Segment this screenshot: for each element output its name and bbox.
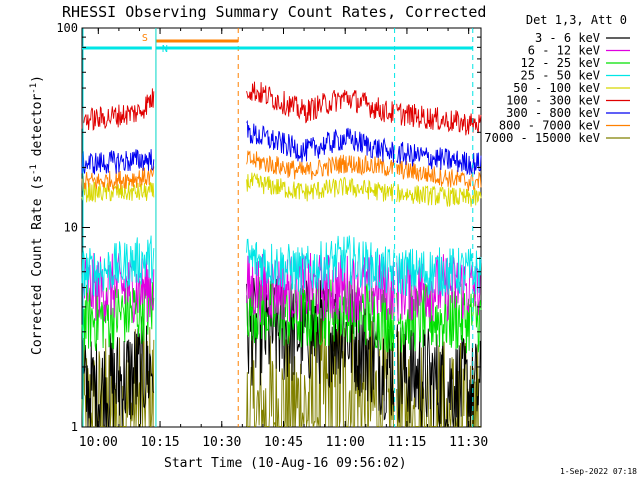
x-tick-label-2: 10:30 (202, 435, 241, 450)
legend-header: Det 1,3, Att 0 (526, 13, 627, 27)
series-line-1 (81, 119, 482, 176)
x-tick-label-6: 11:30 (449, 435, 488, 450)
flag-label-N: N (162, 44, 168, 55)
y-axis-label-sup2: -1 (29, 83, 39, 94)
y-tick-label-2: 100 (56, 21, 78, 35)
legend-label-1: 6 - 12 keV (528, 44, 600, 58)
footer-timestamp: 1-Sep-2022 07:18 (560, 467, 637, 476)
y-axis-label: Corrected Count Rate (s-1 detector-1) (29, 75, 45, 355)
series-line-0 (81, 81, 482, 136)
y-tick-label-0: 1 (71, 420, 78, 434)
y-axis-label-sup1: -1 (29, 164, 39, 175)
chart-title: RHESSI Observing Summary Count Rates, Co… (62, 3, 486, 21)
series-line-3 (81, 172, 482, 207)
x-tick-label-4: 11:00 (326, 435, 365, 450)
legend-label-8: 7000 - 15000 keV (484, 131, 600, 145)
x-tick-label-0: 10:00 (79, 435, 118, 450)
flag-layer: SN (82, 28, 474, 427)
legend-label-7: 800 - 7000 keV (499, 119, 600, 133)
series-line-4 (81, 235, 482, 297)
legend-label-3: 25 - 50 keV (521, 69, 600, 83)
y-axis-label-part2: detector (30, 94, 45, 165)
legend-label-5: 100 - 300 keV (506, 94, 600, 108)
tick-layer: 10:00 10:15 10:30 10:45 11:00 11:15 11:30 1 10 10… (56, 21, 488, 450)
x-axis-label: Start Time (10-Aug-16 09:56:02) (164, 456, 407, 471)
y-axis-label-part3: ) (30, 75, 45, 83)
x-tick-label-5: 11:15 (387, 435, 426, 450)
series-layer (81, 81, 482, 428)
x-tick-label-3: 10:45 (264, 435, 303, 450)
series-line-2 (81, 150, 482, 191)
y-axis-label-part1: Corrected Count Rate (s (30, 175, 45, 355)
legend-label-6: 300 - 800 keV (506, 106, 600, 120)
x-tick-label-1: 10:15 (140, 435, 179, 450)
legend-label-2: 12 - 25 keV (521, 56, 600, 70)
y-tick-label-1: 10 (64, 221, 78, 235)
legend-label-4: 50 - 100 keV (513, 81, 600, 95)
legend-label-0: 3 - 6 keV (535, 31, 600, 45)
flag-label-S: S (142, 33, 148, 44)
